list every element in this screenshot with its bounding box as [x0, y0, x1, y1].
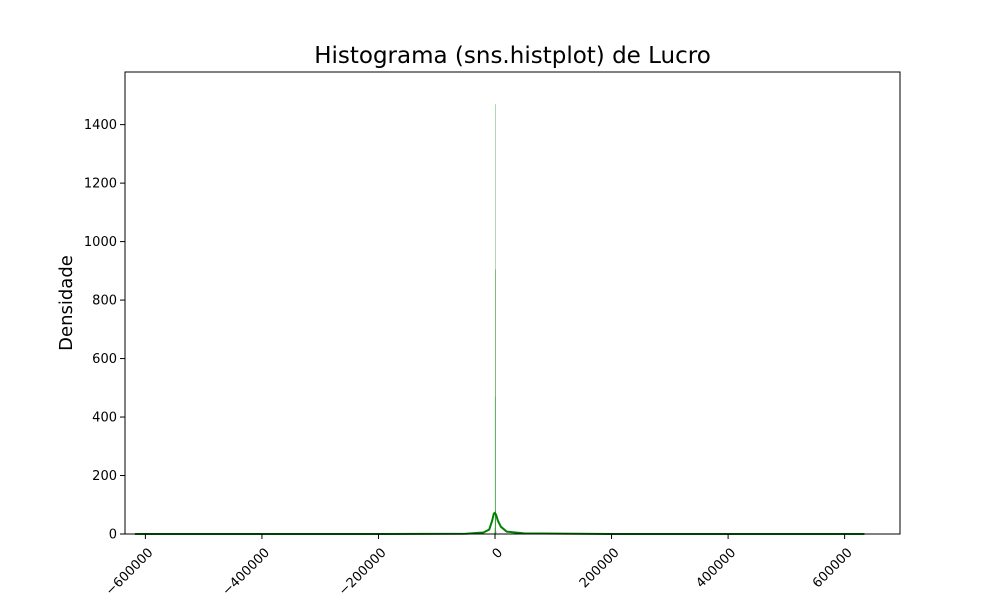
histogram-bar-4 — [495, 269, 496, 534]
y-tick-label-2: 400 — [92, 411, 117, 426]
x-tick-label-3: 0 — [490, 545, 506, 561]
y-axis-ticks: 0 200 400 600 800 1000 1200 1400 — [84, 118, 125, 543]
x-tick-label-5: 400000 — [693, 545, 739, 591]
y-tick-label-7: 1400 — [84, 118, 117, 133]
y-tick-label-3: 600 — [92, 352, 117, 367]
y-tick-label-0: 0 — [109, 528, 117, 543]
histogram-bar-5 — [495, 510, 497, 534]
kde-curve — [134, 511, 865, 535]
kde-curve-group — [134, 511, 865, 535]
x-axis-ticks: −600000 −400000 −200000 0 200000 400000 600000 — [103, 534, 856, 599]
y-tick-label-1: 200 — [92, 469, 117, 484]
histogram-bar-6 — [495, 531, 497, 534]
histogram-bars — [494, 104, 497, 535]
chart-title: Histograma (sns.histplot) de Lucro — [314, 43, 711, 69]
y-tick-label-4: 800 — [92, 294, 117, 309]
x-tick-label-4: 200000 — [577, 545, 623, 591]
y-tick-label-6: 1200 — [84, 177, 117, 192]
x-tick-label-2: −200000 — [336, 545, 389, 598]
y-axis-label: Densidade — [56, 255, 77, 351]
plot-frame — [124, 71, 901, 535]
plot-area — [125, 72, 900, 534]
y-tick-label-5: 1000 — [84, 235, 117, 250]
x-tick-label-1: −400000 — [220, 545, 273, 598]
x-tick-label-0: −600000 — [103, 545, 156, 598]
x-tick-label-6: 600000 — [810, 545, 856, 591]
